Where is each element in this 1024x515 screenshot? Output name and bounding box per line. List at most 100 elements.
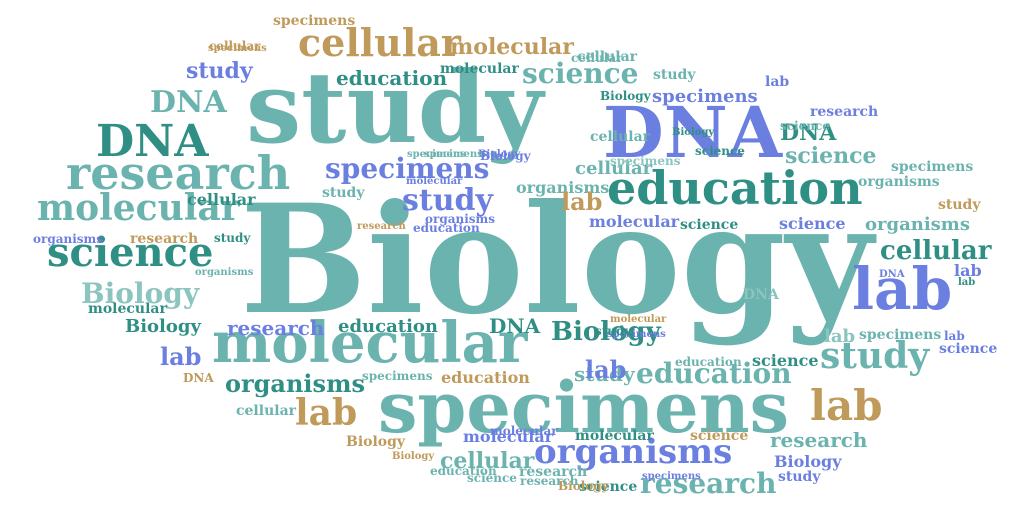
word-research: research	[227, 316, 325, 340]
word-molecular: molecular	[575, 428, 654, 444]
word-specimens: specimens	[325, 152, 490, 185]
word-lab: lab	[852, 255, 953, 323]
word-lab: lab	[958, 277, 976, 288]
word-education: education	[336, 66, 448, 90]
word-education: education	[636, 357, 792, 390]
word-study: study	[820, 335, 930, 377]
word-molecular: molecular	[610, 314, 667, 325]
word-science: science	[467, 471, 517, 485]
word-specimens: specimens	[407, 149, 466, 160]
word-research: research	[810, 104, 879, 120]
word-molecular: molecular	[463, 427, 554, 446]
word-study: study	[938, 197, 981, 213]
word-cellular: cellular	[571, 51, 623, 65]
word-lab: lab	[824, 326, 856, 347]
word-biology: Biology	[600, 89, 651, 103]
word-specimens: specimens	[859, 327, 942, 343]
word-study: study	[322, 185, 365, 201]
word-specimens: specimens	[891, 159, 974, 175]
word-biology: Biology	[346, 434, 406, 450]
word-specimens: specimens	[610, 154, 681, 168]
word-study: study	[595, 324, 632, 338]
word-lab: lab	[295, 392, 358, 434]
word-lab: lab	[585, 355, 627, 384]
word-study: study	[246, 51, 544, 166]
word-research: research	[640, 467, 777, 500]
word-science: science	[579, 479, 638, 495]
word-science: science	[752, 351, 819, 370]
word-specimens: specimens	[208, 43, 267, 54]
word-dna: DNA	[489, 314, 541, 338]
word-dna: DNA	[879, 269, 905, 280]
word-science: science	[680, 217, 739, 233]
word-dna: DNA	[96, 116, 209, 167]
word-dna: DNA	[183, 371, 214, 385]
word-specimens: specimens	[607, 329, 666, 340]
word-molecular: molecular	[406, 176, 463, 187]
word-education: education	[441, 368, 530, 387]
word-dna: DNA	[603, 91, 782, 174]
word-education: education	[338, 316, 438, 337]
word-education: education	[607, 161, 863, 215]
word-education: education	[413, 221, 480, 235]
word-study: study	[214, 231, 251, 245]
word-science: science	[522, 57, 639, 90]
word-lab: lab	[944, 329, 965, 343]
word-organisms: organisms	[195, 267, 254, 278]
word-molecular: molecular	[490, 424, 558, 438]
word-science: science	[47, 229, 214, 276]
word-science: science	[695, 144, 745, 158]
word-cellular: cellular	[590, 129, 651, 145]
word-research: research	[357, 221, 406, 232]
word-biology: Biology	[672, 127, 715, 138]
word-organisms: organisms	[534, 432, 733, 472]
word-molecular: molecular	[589, 212, 680, 231]
word-research: research	[66, 146, 291, 200]
word-organisms: organisms	[33, 232, 103, 246]
word-specimens: specimens	[652, 86, 758, 107]
word-specimens: specimens	[273, 13, 356, 29]
word-organisms: organisms	[225, 369, 365, 398]
word-cellular: cellular	[236, 403, 297, 419]
word-lab: lab	[561, 187, 603, 216]
word-science: science	[779, 214, 846, 233]
word-research: research	[520, 474, 579, 488]
word-specimens: specimens	[642, 471, 701, 482]
word-biology: Biology	[125, 316, 201, 337]
word-organisms: organisms	[516, 178, 610, 197]
word-research: research	[130, 231, 199, 247]
word-specimens: specimens	[378, 366, 790, 449]
word-organisms: organisms	[425, 212, 495, 226]
word-molecular: molecular	[212, 310, 528, 376]
word-biology: Biology	[81, 277, 200, 310]
word-molecular: molecular	[88, 301, 167, 317]
word-dna: DNA	[780, 120, 837, 146]
word-lab: lab	[160, 342, 202, 371]
word-organisms: organisms	[865, 214, 970, 235]
word-molecular: molecular	[450, 34, 574, 60]
word-dna: DNA	[743, 287, 779, 303]
word-biology: Biology	[392, 451, 435, 462]
word-study: study	[778, 469, 821, 485]
word-cellular: cellular	[575, 158, 653, 179]
word-specimens: specimens	[362, 369, 433, 383]
word-education: education	[675, 355, 742, 369]
word-cellular: cellular	[209, 39, 261, 53]
word-research: research	[770, 428, 868, 452]
word-study: study	[653, 67, 696, 83]
word-research: research	[519, 464, 588, 480]
word-cellular: cellular	[187, 190, 256, 209]
word-study: study	[186, 58, 253, 84]
word-specimens: specimens	[424, 149, 483, 160]
word-dna: DNA	[150, 85, 227, 120]
word-cellular: cellular	[440, 448, 535, 474]
word-molecular: molecular	[440, 61, 519, 77]
word-lab: lab	[765, 74, 790, 90]
word-science: science	[690, 428, 749, 444]
word-biology: Biology	[551, 317, 661, 347]
word-organisms: organisms	[858, 174, 940, 190]
word-science: science	[785, 143, 877, 169]
word-biology: Biology	[558, 479, 609, 493]
word-molecular: molecular	[37, 187, 240, 229]
